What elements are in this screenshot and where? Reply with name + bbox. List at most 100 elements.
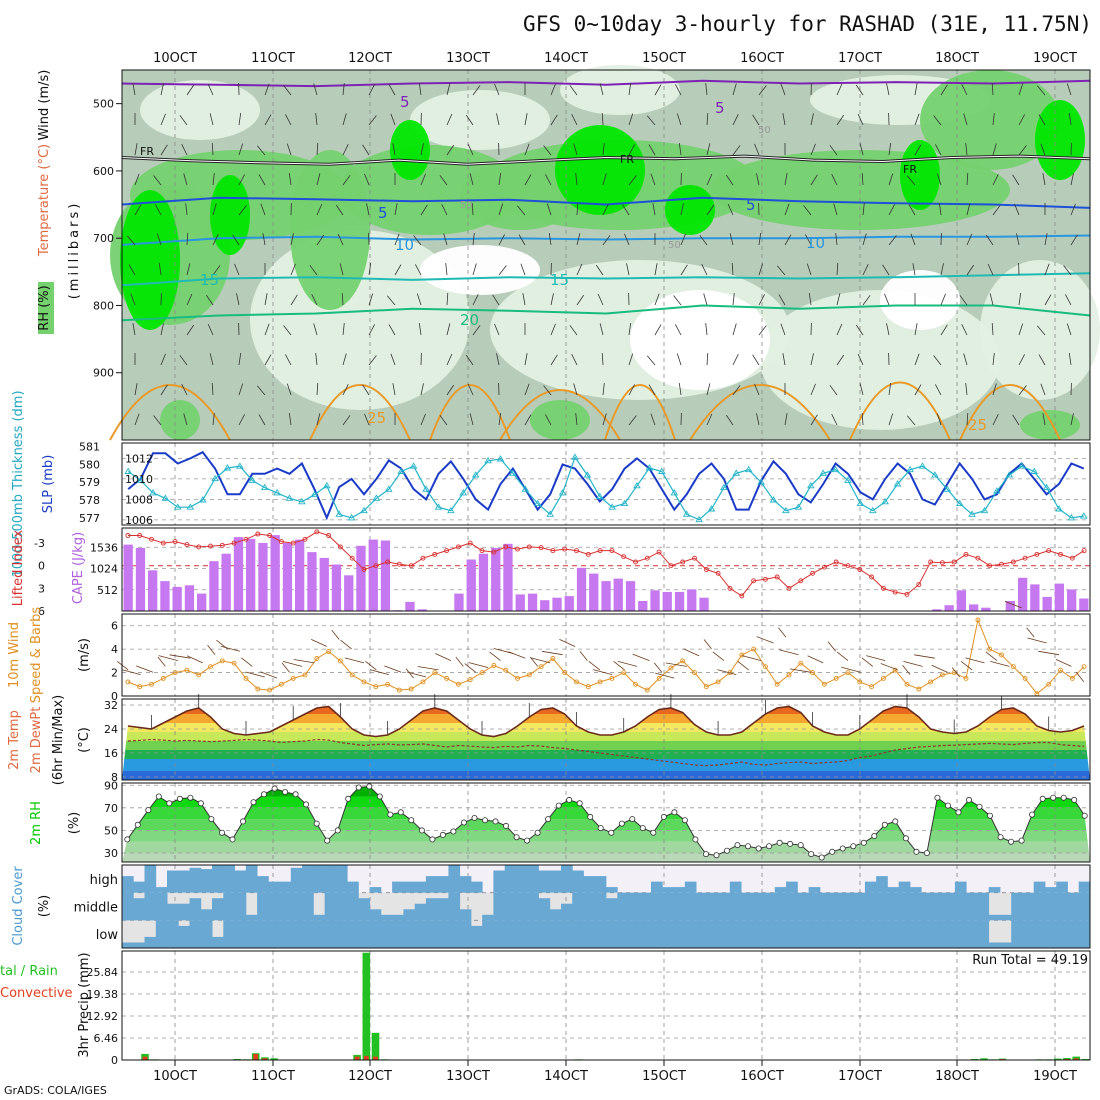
cloud-bar-low [1022,920,1035,948]
cloud-bar-middle [864,892,877,921]
wind-speed-point [692,670,697,676]
wind-barb [524,353,528,366]
wind-barb [602,173,607,186]
wind-barb [156,233,162,246]
cape-bar [650,590,660,612]
wind-barb [245,671,265,678]
thickness-point [174,503,182,510]
wind-barb [861,657,874,667]
thickness-point [1080,512,1088,519]
thickness-point [223,464,232,471]
wind-barb [368,84,375,96]
wind-barb [576,294,585,306]
wind-barb [290,233,294,246]
wind-barb [654,324,662,336]
cloud-bar-high [1033,881,1046,893]
wind-barb [160,353,166,366]
wind-barb [810,174,818,186]
wind-barb [991,322,994,336]
cloud-bar-high [876,876,888,893]
cloud-bar-middle [1067,892,1080,921]
wind-barb [601,352,604,366]
wind-barb [675,324,682,336]
cloud-bar-high [651,881,663,893]
wind-barb [595,264,604,276]
wind-barb [886,323,890,336]
rh-point [376,793,383,800]
cloud-bar-middle [245,914,258,921]
wind-barb [1036,85,1046,96]
cloud-bar-low [144,936,157,948]
wind-barb [1063,265,1072,276]
wind-barb [703,639,712,650]
wind-barb [569,325,578,336]
cloud-bar-high [133,881,145,893]
cloud-bar-low [122,942,134,948]
wind-barb [418,83,422,96]
rh-point [724,847,731,854]
cloud-bar-high [808,887,821,893]
rh-legend-swatch [38,282,54,334]
cloud-bar-middle [673,892,686,921]
cloud-bar-low [707,920,719,948]
wind-barb [238,113,242,126]
cloud-bar-low [459,920,472,948]
thickness-point [509,469,517,476]
thickness-point [198,496,207,503]
wind-speed-point [196,672,202,678]
cloud-bar-middle [493,892,506,921]
cloud-bar-low [347,920,359,948]
wind-barb [179,355,188,366]
wind-barb [1038,354,1046,366]
temp-contour-label: 25 [367,409,386,427]
cloud-bar-high [189,867,202,893]
temp-tick-label: 32 [104,699,118,712]
cloud-bar-middle [966,892,978,921]
temp-units-label: (°C) [77,727,92,753]
precip-convective-bar [253,1053,259,1060]
cloud-cover-axis-label: Cloud Cover [11,866,26,946]
wind-barb [234,263,240,276]
wind-barb [238,383,244,396]
wind-barb [344,657,365,664]
temp-contour-25 [689,384,831,441]
wind-barb [260,671,278,679]
pressure-axis-label: (millibars) [67,201,82,300]
cape-bar [172,586,182,611]
wind-barb [413,235,422,246]
precip-axis-label: 3hr Precip (mm) [77,952,92,1057]
rh-region [560,65,680,115]
thickness-point [1042,483,1051,491]
wind-barb [653,662,663,673]
rh-point [976,803,983,810]
precip-tick-label: 19.38 [87,988,119,1001]
rh-point [260,791,267,798]
cloud-bar-middle [606,898,618,921]
cape-bar [233,537,244,611]
cloud-bar-middle [876,892,888,921]
lifted-index-point [231,540,237,546]
rh-region [410,90,550,150]
wind-barb [992,174,999,186]
wind-barb [859,383,864,396]
wind-barb [420,173,426,186]
rh-point [755,845,762,852]
thickness-point [732,469,741,476]
wind-barb [632,653,650,661]
wind-barb [342,83,345,96]
temperature-axis-label: Temperature (°C) [37,144,52,257]
rh-region [880,270,960,330]
wind-barb [315,353,318,366]
cloud-bar-middle [763,892,776,921]
wind-barb [780,83,786,96]
wind-barb [935,144,942,156]
rh-point [713,852,720,859]
thickness-point [372,494,381,501]
wind-speed-point [975,617,981,623]
cape-bar [135,547,146,611]
cloud-bar-high [302,865,314,893]
wind-barb [961,84,968,96]
wind-barb [342,175,351,186]
wind-barb [315,113,318,126]
cloud-bar-low [223,920,235,948]
